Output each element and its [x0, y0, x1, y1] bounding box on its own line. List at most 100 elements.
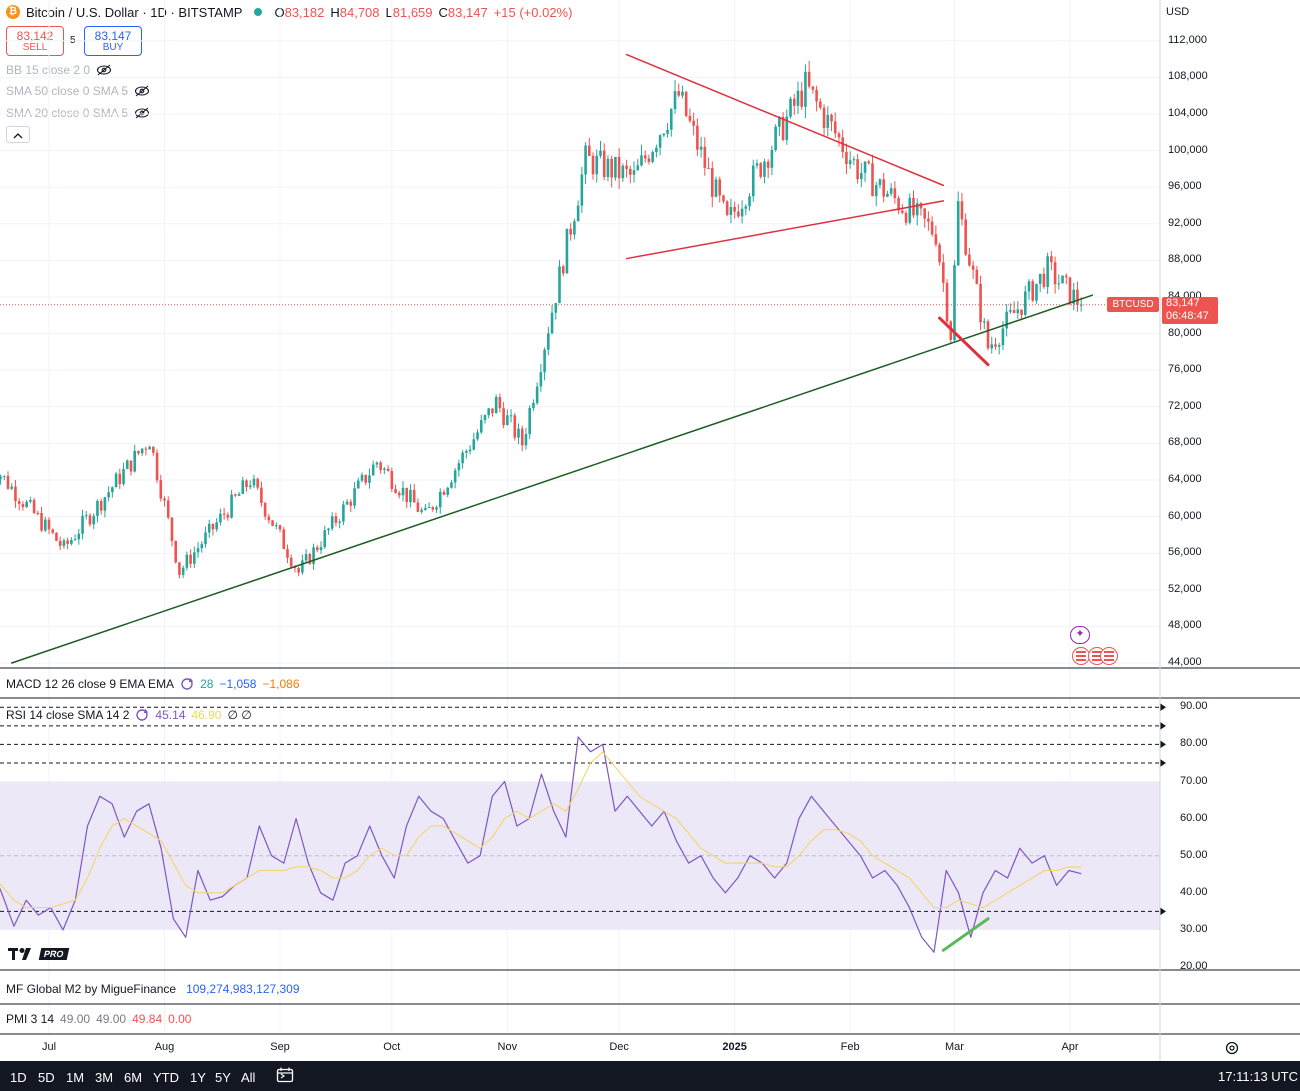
timeframe-1y[interactable]: 1Y [190, 1070, 206, 1085]
timeframe-3m[interactable]: 3M [95, 1070, 114, 1085]
rsi-tick: 40.00 [1180, 885, 1208, 898]
timeframe-5y[interactable]: 5Y [215, 1070, 231, 1085]
rsi-axis[interactable]: 90.00 80.00 70.00 60.00 50.00 40.00 30.00 20.00 [1160, 698, 1300, 972]
economic-events-icon[interactable] [1072, 647, 1118, 666]
candle-body [55, 532, 58, 541]
time-tick: Oct [383, 1041, 401, 1053]
candle-body [1042, 273, 1046, 287]
candle-body [364, 474, 368, 483]
candle-body [602, 150, 606, 177]
macd-label: MACD 12 26 close 9 EMA EMA [6, 677, 175, 691]
candle-body [289, 557, 293, 567]
candle-body [628, 168, 632, 175]
indicator-sma20[interactable]: SMA 20 close 0 SMA 5 [6, 106, 150, 120]
candle-body [737, 211, 740, 217]
eye-off-icon[interactable] [134, 107, 150, 119]
timeframe-ytd[interactable]: YTD [153, 1070, 179, 1085]
candle-body [379, 462, 382, 470]
price-tick: 64,000 [1168, 473, 1202, 485]
candle-body [815, 89, 818, 102]
candle-body [386, 468, 390, 472]
timeframe-6m[interactable]: 6M [124, 1070, 143, 1085]
candle-body [345, 501, 349, 505]
candle-body [874, 185, 878, 197]
candle-body [573, 221, 576, 235]
price-tick: 112,000 [1168, 33, 1207, 46]
calendar-range-icon [276, 1067, 294, 1083]
candle-body [1053, 262, 1057, 285]
rsi-legend[interactable]: RSI 14 close SMA 14 2 45.14 46.90 ∅ ∅ [6, 708, 252, 722]
indicator-label: SMA 50 close 0 SMA 5 [6, 84, 129, 98]
candle-body [29, 500, 32, 502]
candle-body [729, 207, 733, 215]
utc-clock[interactable]: 17:11:13 UTC [1218, 1069, 1298, 1084]
candle-body [755, 163, 759, 166]
long-term-support-line [10, 294, 1094, 664]
candle-body [535, 386, 539, 403]
currency-label[interactable]: USD [1166, 6, 1190, 18]
timeframe-1m[interactable]: 1M [66, 1070, 85, 1085]
macd-signal-value: −1,086 [262, 677, 300, 691]
candle-body [375, 462, 379, 465]
candle-body [308, 554, 312, 564]
time-axis[interactable]: Jul Aug Sep Oct Nov Dec 2025 Feb Mar Apr [0, 1035, 1160, 1059]
candle-body [655, 147, 658, 153]
candle-body [584, 145, 587, 175]
date-range-button[interactable] [276, 1067, 296, 1085]
symbol-title[interactable]: Bitcoin / U.S. Dollar · 1D · BITSTAMP [26, 4, 243, 20]
candle-body [621, 165, 625, 179]
pmi-value-2: 49.00 [96, 1012, 127, 1026]
timeframe-1d[interactable]: 1D [10, 1070, 27, 1085]
axis-settings-button[interactable] [1224, 1040, 1240, 1056]
refresh-icon[interactable] [135, 708, 149, 722]
m2-legend[interactable]: MF Global M2 by MigueFinance 109,274,983… [6, 982, 300, 996]
eye-off-icon[interactable] [96, 64, 112, 76]
candle-body [748, 196, 751, 207]
candle-body [908, 197, 912, 223]
candle-body [472, 439, 476, 450]
pane-separators [0, 0, 1300, 1061]
drawings [10, 53, 1094, 664]
time-tick: 2025 [722, 1041, 747, 1053]
candle-body [1050, 256, 1053, 263]
rsi-line [0, 736, 1082, 953]
pmi-value-1: 49.00 [60, 1012, 91, 1026]
candle-body [1061, 275, 1064, 284]
candle-body [219, 513, 222, 523]
timeframe-all[interactable]: All [241, 1070, 256, 1085]
collapse-legend-button[interactable] [6, 126, 30, 143]
candle-body [1012, 310, 1016, 314]
eye-off-icon[interactable] [134, 85, 150, 97]
candle-body [923, 208, 926, 219]
candle-body [927, 218, 930, 222]
indicator-sma50[interactable]: SMA 50 close 0 SMA 5 [6, 84, 150, 98]
candle-body [226, 514, 230, 518]
timeframe-5d[interactable]: 5D [38, 1070, 55, 1085]
candle-body [304, 554, 308, 561]
candle-body [174, 540, 177, 563]
candle-body [990, 344, 994, 349]
pmi-legend[interactable]: PMI 3 14 49.00 49.00 49.84 0.00 [6, 1012, 191, 1026]
candle-body [181, 567, 185, 575]
price-axis[interactable]: 112,000 108,000 104,000 100,000 96,000 92,000… [1160, 0, 1300, 670]
rsi-level-marker [1160, 721, 1166, 730]
ideas-sparkle-icon[interactable]: ✦ [1070, 626, 1090, 644]
time-tick: Sep [270, 1041, 290, 1053]
candle-body [58, 540, 62, 546]
candle-body [438, 491, 442, 508]
candles [0, 60, 1083, 579]
refresh-icon[interactable] [180, 677, 194, 691]
candle-body [32, 500, 36, 513]
macd-legend[interactable]: MACD 12 26 close 9 EMA EMA 28 −1,058 −1,… [6, 677, 300, 691]
candle-body [51, 529, 55, 533]
ohlc-close: C83,147 [438, 4, 488, 20]
indicator-bb[interactable]: BB 15 close 2 0 [6, 63, 112, 77]
candle-body [1079, 304, 1083, 306]
time-tick: Apr [1061, 1041, 1079, 1053]
candle-body [558, 266, 561, 304]
candle-body [517, 428, 520, 438]
price-tick: 92,000 [1168, 216, 1202, 229]
candle-body [971, 265, 975, 270]
candle-body [241, 480, 245, 494]
